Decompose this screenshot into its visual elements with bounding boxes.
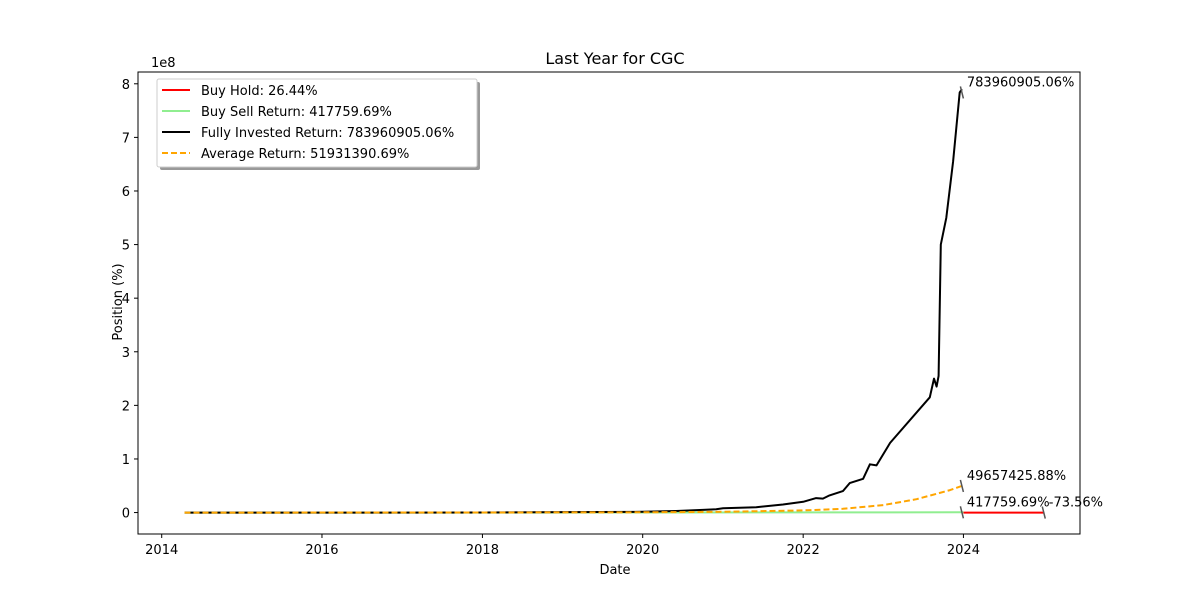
- annotation-label-1: 49657425.88%: [967, 469, 1066, 484]
- legend-label-3: Average Return: 51931390.69%: [201, 147, 409, 162]
- chart-title: Last Year for CGC: [545, 49, 684, 68]
- y-tick-label-7: 7: [122, 131, 130, 146]
- y-tick-label-2: 2: [122, 399, 130, 414]
- legend-label-0: Buy Hold: 26.44%: [201, 84, 318, 99]
- y-axis-multiplier: 1e8: [151, 56, 176, 71]
- x-tick-label-4: 2022: [787, 543, 820, 558]
- y-tick-label-5: 5: [122, 239, 130, 254]
- x-tick-label-5: 2024: [947, 543, 980, 558]
- annotation-label-2: 417759.69%: [967, 495, 1050, 510]
- annotation-label-3: -73.56%: [1049, 496, 1103, 511]
- legend-label-2: Fully Invested Return: 783960905.06%: [201, 126, 454, 141]
- annotation-label-0: 783960905.06%: [967, 75, 1074, 90]
- y-tick-label-0: 0: [122, 507, 130, 522]
- x-tick-label-1: 2016: [305, 543, 338, 558]
- y-tick-label-8: 8: [122, 78, 130, 93]
- x-tick-label-2: 2018: [466, 543, 499, 558]
- y-tick-label-1: 1: [122, 453, 130, 468]
- y-tick-label-3: 3: [122, 346, 130, 361]
- x-axis-label: Date: [599, 563, 630, 578]
- x-tick-label-0: 2014: [145, 543, 178, 558]
- y-tick-label-4: 4: [122, 292, 130, 307]
- y-tick-label-6: 6: [122, 185, 130, 200]
- x-tick-label-3: 2020: [626, 543, 659, 558]
- legend-label-1: Buy Sell Return: 417759.69%: [201, 105, 392, 120]
